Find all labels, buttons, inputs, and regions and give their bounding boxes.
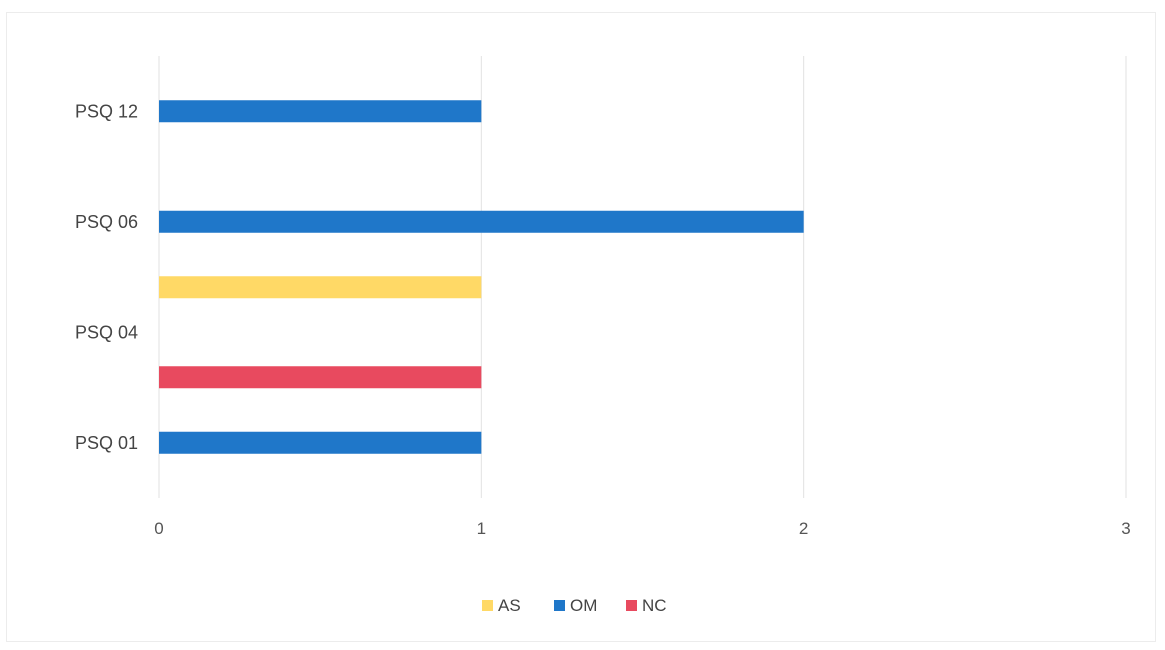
chart-frame	[6, 12, 1156, 642]
legend-swatch-om	[554, 600, 565, 611]
legend-label-nc: NC	[642, 596, 667, 615]
bar-nc-psq-04	[159, 366, 482, 389]
category-label-1: PSQ 04	[75, 322, 138, 342]
bar-om-psq-06	[159, 210, 804, 233]
legend-label-as: AS	[498, 596, 521, 615]
x-tick-label-1: 1	[477, 519, 486, 538]
category-labels: PSQ 01 PSQ 04 PSQ 06 PSQ 12	[75, 101, 138, 453]
legend-item-as: AS	[482, 596, 521, 615]
x-tick-label-2: 2	[799, 519, 808, 538]
bars	[159, 100, 804, 454]
category-label-0: PSQ 01	[75, 433, 138, 453]
legend-item-om: OM	[554, 596, 597, 615]
bar-om-psq-12	[159, 100, 482, 123]
category-label-2: PSQ 06	[75, 212, 138, 232]
x-tick-label-3: 3	[1121, 519, 1130, 538]
bar-as-psq-04	[159, 276, 482, 299]
legend: AS OM NC	[482, 596, 667, 615]
legend-swatch-as	[482, 600, 493, 611]
legend-swatch-nc	[626, 600, 637, 611]
x-tick-labels: 0 1 2 3	[154, 519, 1130, 538]
x-tick-label-0: 0	[154, 519, 163, 538]
bar-om-psq-01	[159, 431, 482, 454]
category-label-3: PSQ 12	[75, 101, 138, 121]
legend-item-nc: NC	[626, 596, 667, 615]
legend-label-om: OM	[570, 596, 597, 615]
